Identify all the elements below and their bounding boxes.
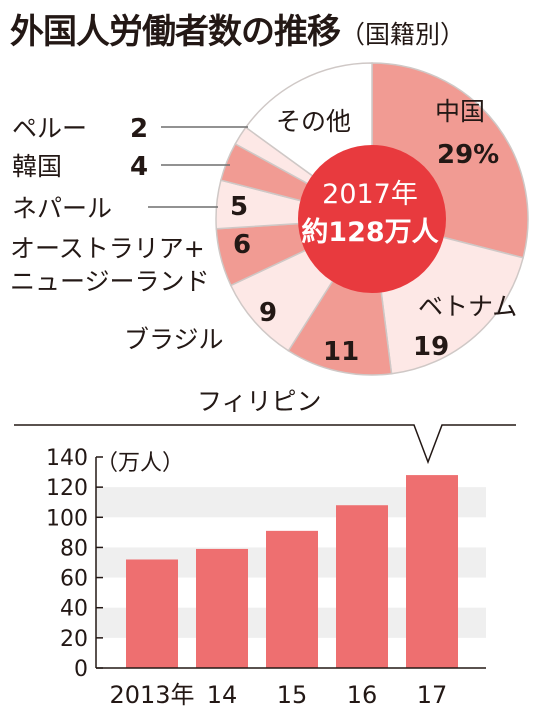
- label-au-nz-line2: ニュージーランド: [10, 267, 210, 296]
- y-tick-label: 100: [46, 506, 88, 531]
- x-tick-label: 14: [207, 681, 238, 709]
- bar-16: [336, 505, 388, 668]
- label-philippines: フィリピン: [197, 387, 322, 416]
- bar-17: [406, 475, 458, 668]
- value-nepal: 5: [230, 192, 248, 222]
- title-main: 外国人労働者数の推移: [10, 12, 341, 52]
- title-sub: （国籍別）: [340, 20, 466, 49]
- pie-center-circle: [298, 145, 446, 293]
- value-vietnam: 19: [413, 332, 449, 362]
- y-axis-label: （万人）: [96, 451, 184, 476]
- label-korea: 韓国: [12, 152, 62, 181]
- label-china: 中国: [435, 97, 485, 126]
- y-tick-label: 80: [60, 536, 88, 561]
- y-tick-label: 60: [60, 567, 88, 592]
- y-tick-label: 120: [46, 476, 88, 501]
- label-brazil: ブラジル: [124, 325, 224, 354]
- x-tick-label: 15: [277, 681, 308, 709]
- y-tick-label: 0: [74, 657, 88, 682]
- label-peru: ペルー: [12, 114, 87, 143]
- center-total: 約128万人: [301, 216, 438, 248]
- label-vietnam: ベトナム: [418, 292, 517, 321]
- x-tick-label: 2013年: [109, 681, 194, 709]
- label-other: その他: [276, 107, 351, 136]
- bar-15: [266, 530, 318, 668]
- center-year: 2017年: [322, 179, 418, 210]
- value-peru: 2: [130, 114, 148, 144]
- label-au-nz-line1: オーストラリア+: [10, 234, 205, 263]
- x-tick-label: 17: [417, 681, 448, 709]
- y-tick-label: 40: [60, 597, 88, 622]
- y-tick-label: 20: [60, 627, 88, 652]
- value-brazil: 9: [259, 298, 277, 328]
- x-tick-label: 16: [347, 681, 378, 709]
- bar-14: [196, 548, 248, 668]
- separator-pointer: [14, 424, 516, 465]
- bar-chart: 0 20 40 60 80 100 120 140 2013年 14 15 16 17: [46, 446, 486, 709]
- value-korea: 4: [130, 152, 148, 182]
- y-tick-label: 140: [46, 446, 88, 471]
- value-au-nz: 6: [233, 230, 251, 260]
- value-philippines: 11: [323, 337, 359, 367]
- bar-2013年: [126, 559, 178, 668]
- value-china: 29%: [437, 140, 499, 170]
- label-nepal: ネパール: [12, 194, 112, 223]
- chart-title: 外国人労働者数の推移（国籍別）: [10, 4, 465, 53]
